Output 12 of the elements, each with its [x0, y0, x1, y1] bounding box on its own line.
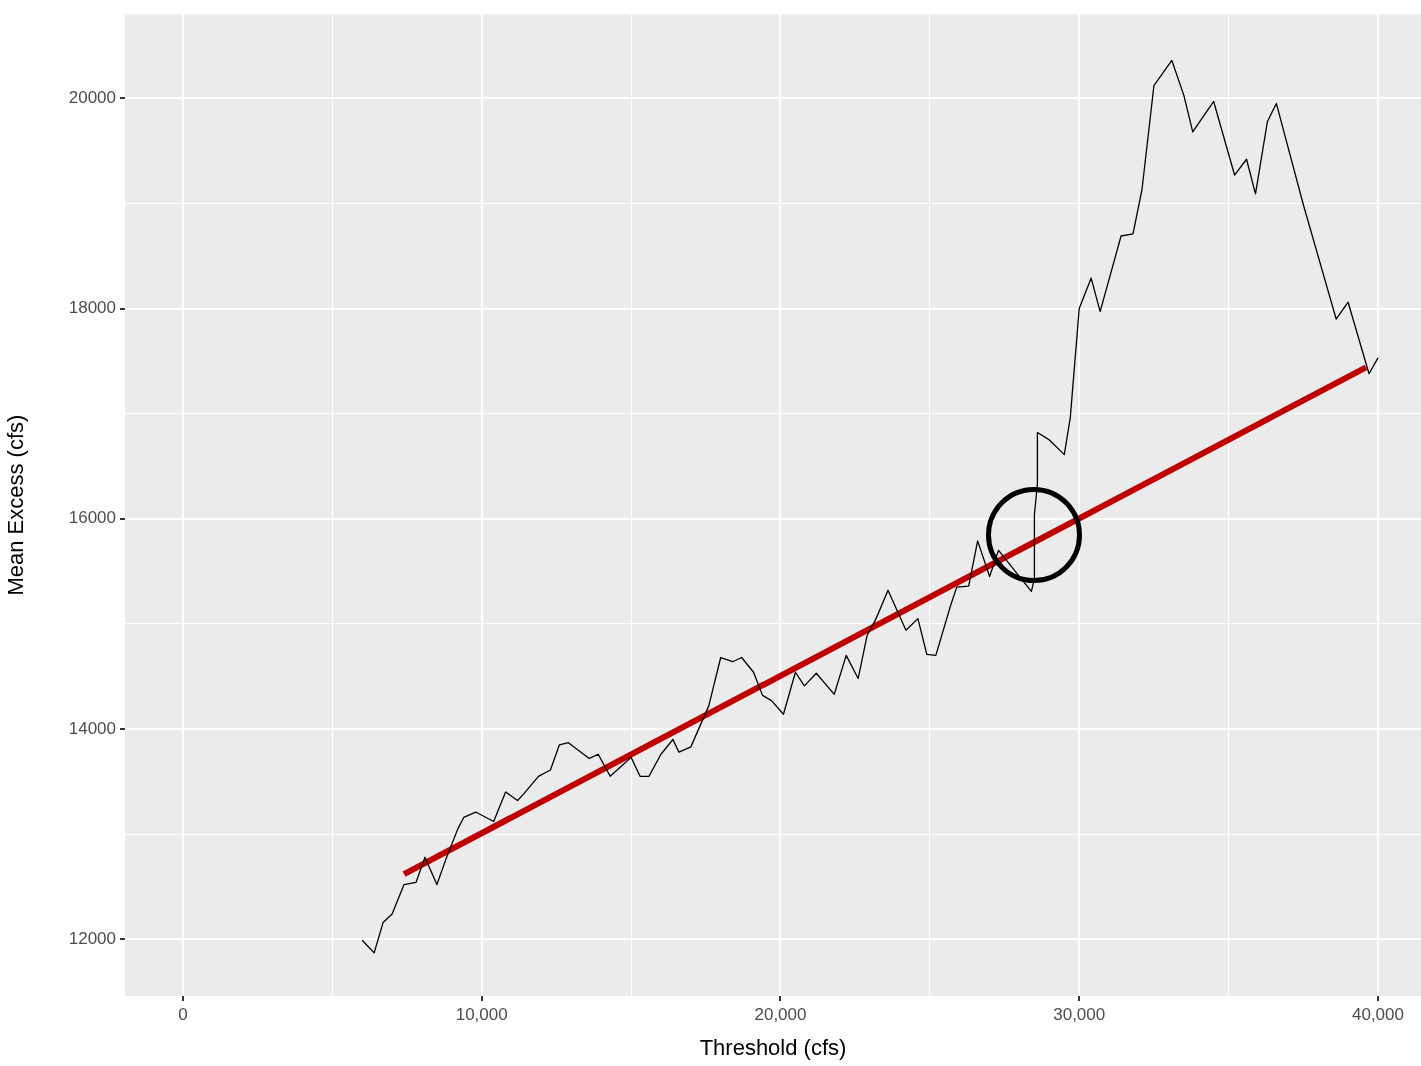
y-axis-title: Mean Excess (cfs)	[3, 414, 29, 596]
x-axis-title: Threshold (cfs)	[699, 1034, 847, 1060]
x-tick-label: 30,000	[1053, 1004, 1106, 1024]
x-tick-label: 10,000	[455, 1004, 508, 1024]
x-tick-label: 0	[178, 1004, 188, 1024]
y-tick-label: 16000	[68, 508, 116, 528]
y-tick-label: 20000	[68, 87, 116, 107]
y-tick-label: 18000	[68, 298, 116, 318]
x-tick-label: 40,000	[1351, 1004, 1404, 1024]
x-tick-label: 20,000	[754, 1004, 807, 1024]
y-tick-label: 14000	[68, 718, 116, 738]
y-tick-label: 12000	[68, 928, 116, 948]
